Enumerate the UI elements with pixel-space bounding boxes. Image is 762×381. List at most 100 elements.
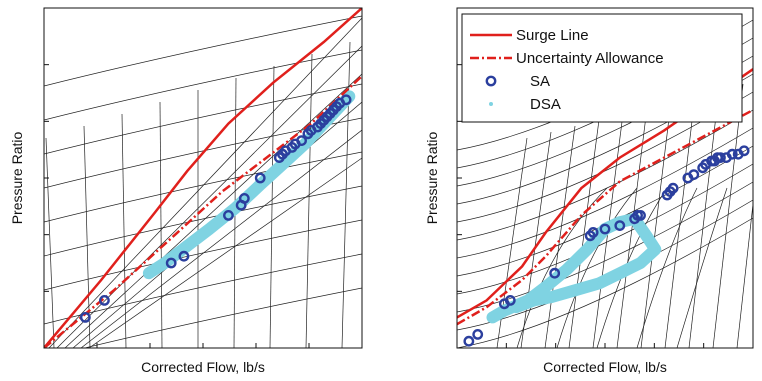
dsa-point xyxy=(526,298,531,303)
map-speed-line xyxy=(520,131,552,348)
map-efficiency-line xyxy=(457,109,753,241)
legend: Surge Line Uncertainty Allowance SA DSA xyxy=(461,13,743,123)
dsa-point xyxy=(549,295,554,299)
sa-point xyxy=(504,294,516,306)
left-plot-frame xyxy=(43,7,363,349)
legend-sa-label: SA xyxy=(530,73,550,90)
dsa-point xyxy=(573,288,578,293)
dsa-band xyxy=(486,212,662,324)
sa-point xyxy=(165,257,177,269)
dsa-point xyxy=(162,261,167,265)
dsa-point xyxy=(232,206,237,211)
map-speed-line xyxy=(45,137,55,348)
sa-point xyxy=(99,294,110,306)
dsa-point xyxy=(617,271,622,276)
map-operating-line xyxy=(56,45,362,348)
right-dsa-band xyxy=(486,212,662,324)
dsa-point xyxy=(146,271,151,276)
dsa-point xyxy=(185,244,190,248)
dsa-point xyxy=(638,261,643,265)
map-operating-line xyxy=(88,157,362,348)
dsa-point xyxy=(531,298,536,303)
map-speed-line xyxy=(712,83,744,348)
sa-point xyxy=(238,192,250,204)
left-lines xyxy=(44,8,362,348)
map-speed-line xyxy=(616,107,648,348)
map-efficiency-line xyxy=(44,83,362,155)
surge-line xyxy=(44,8,362,348)
left-sa-markers xyxy=(79,94,352,323)
map-efficiency-arc xyxy=(516,187,608,348)
map-speed-line xyxy=(640,101,672,348)
sa-point xyxy=(472,328,484,340)
dsa-point xyxy=(564,267,569,272)
sa-point xyxy=(715,152,726,164)
legend-box xyxy=(461,13,743,123)
sa-point xyxy=(296,135,307,147)
uncertainty-allowance-line xyxy=(457,108,753,326)
map-efficiency-line xyxy=(457,127,753,259)
dsa-point xyxy=(585,247,590,252)
sa-point xyxy=(223,209,234,221)
legend-sa-swatch xyxy=(485,75,497,87)
dsa-point xyxy=(258,182,263,187)
map-speed-line xyxy=(544,125,576,348)
legend-surge-label: Surge Line xyxy=(516,27,589,44)
map-speed-line xyxy=(269,65,275,348)
legend-dsa-swatch xyxy=(489,102,493,106)
map-operating-line xyxy=(48,17,362,348)
map-efficiency-line xyxy=(44,15,362,87)
dsa-point xyxy=(502,308,507,313)
legend-uncertainty-label: Uncertainty Allowance xyxy=(516,50,664,67)
map-efficiency-line xyxy=(44,219,362,291)
left-x-axis-label: Corrected Flow, lb/s xyxy=(141,359,265,375)
dsa-point xyxy=(280,162,285,167)
map-speed-line xyxy=(378,30,388,348)
dsa-point xyxy=(644,233,649,238)
map-efficiency-arc xyxy=(596,187,668,348)
right-axis-ticks xyxy=(457,64,705,348)
sa-point xyxy=(254,172,266,184)
map-operating-line xyxy=(80,129,362,348)
map-efficiency-arc xyxy=(676,187,728,348)
sa-point xyxy=(549,267,561,279)
dsa-point xyxy=(207,227,212,231)
map-operating-line xyxy=(64,73,362,348)
sa-point xyxy=(667,182,679,194)
sa-point xyxy=(587,226,599,238)
map-efficiency-line xyxy=(457,217,753,348)
map-efficiency-line xyxy=(44,185,362,257)
map-efficiency-arc xyxy=(556,187,638,348)
map-speed-line xyxy=(736,200,753,348)
right-y-axis-label: Pressure Ratio xyxy=(424,131,440,224)
right-x-axis-label: Corrected Flow, lb/s xyxy=(543,359,667,375)
map-efficiency-line xyxy=(44,49,362,121)
uncertainty-allowance-line xyxy=(44,75,362,348)
dsa-point xyxy=(543,284,548,289)
sa-point xyxy=(599,223,611,235)
sa-point xyxy=(463,335,475,347)
right-chart: Pressure Ratio Corrected Flow, lb/s Surg… xyxy=(424,7,754,375)
sa-point xyxy=(738,145,750,157)
dsa-point xyxy=(514,305,519,310)
legend-dsa-label: DSA xyxy=(530,96,561,113)
sa-point xyxy=(340,94,352,106)
left-chart: Pressure Ratio Corrected Flow, lb/s xyxy=(9,7,388,375)
sa-point xyxy=(614,220,626,232)
sa-point xyxy=(635,209,646,221)
right-sa-markers xyxy=(463,145,750,347)
dsa-point xyxy=(597,281,602,286)
sa-point xyxy=(726,148,738,160)
left-axis-ticks xyxy=(44,64,310,348)
map-efficiency-arc xyxy=(636,187,698,348)
map-efficiency-line xyxy=(83,287,362,348)
left-y-axis-label: Pressure Ratio xyxy=(9,131,25,224)
sa-point xyxy=(79,311,91,323)
dsa-point xyxy=(490,315,495,320)
map-speed-line xyxy=(121,113,127,348)
dsa-point xyxy=(603,227,607,231)
left-compressor-map-grid xyxy=(44,15,388,348)
map-speed-line xyxy=(688,89,720,348)
map-speed-line xyxy=(664,95,696,348)
